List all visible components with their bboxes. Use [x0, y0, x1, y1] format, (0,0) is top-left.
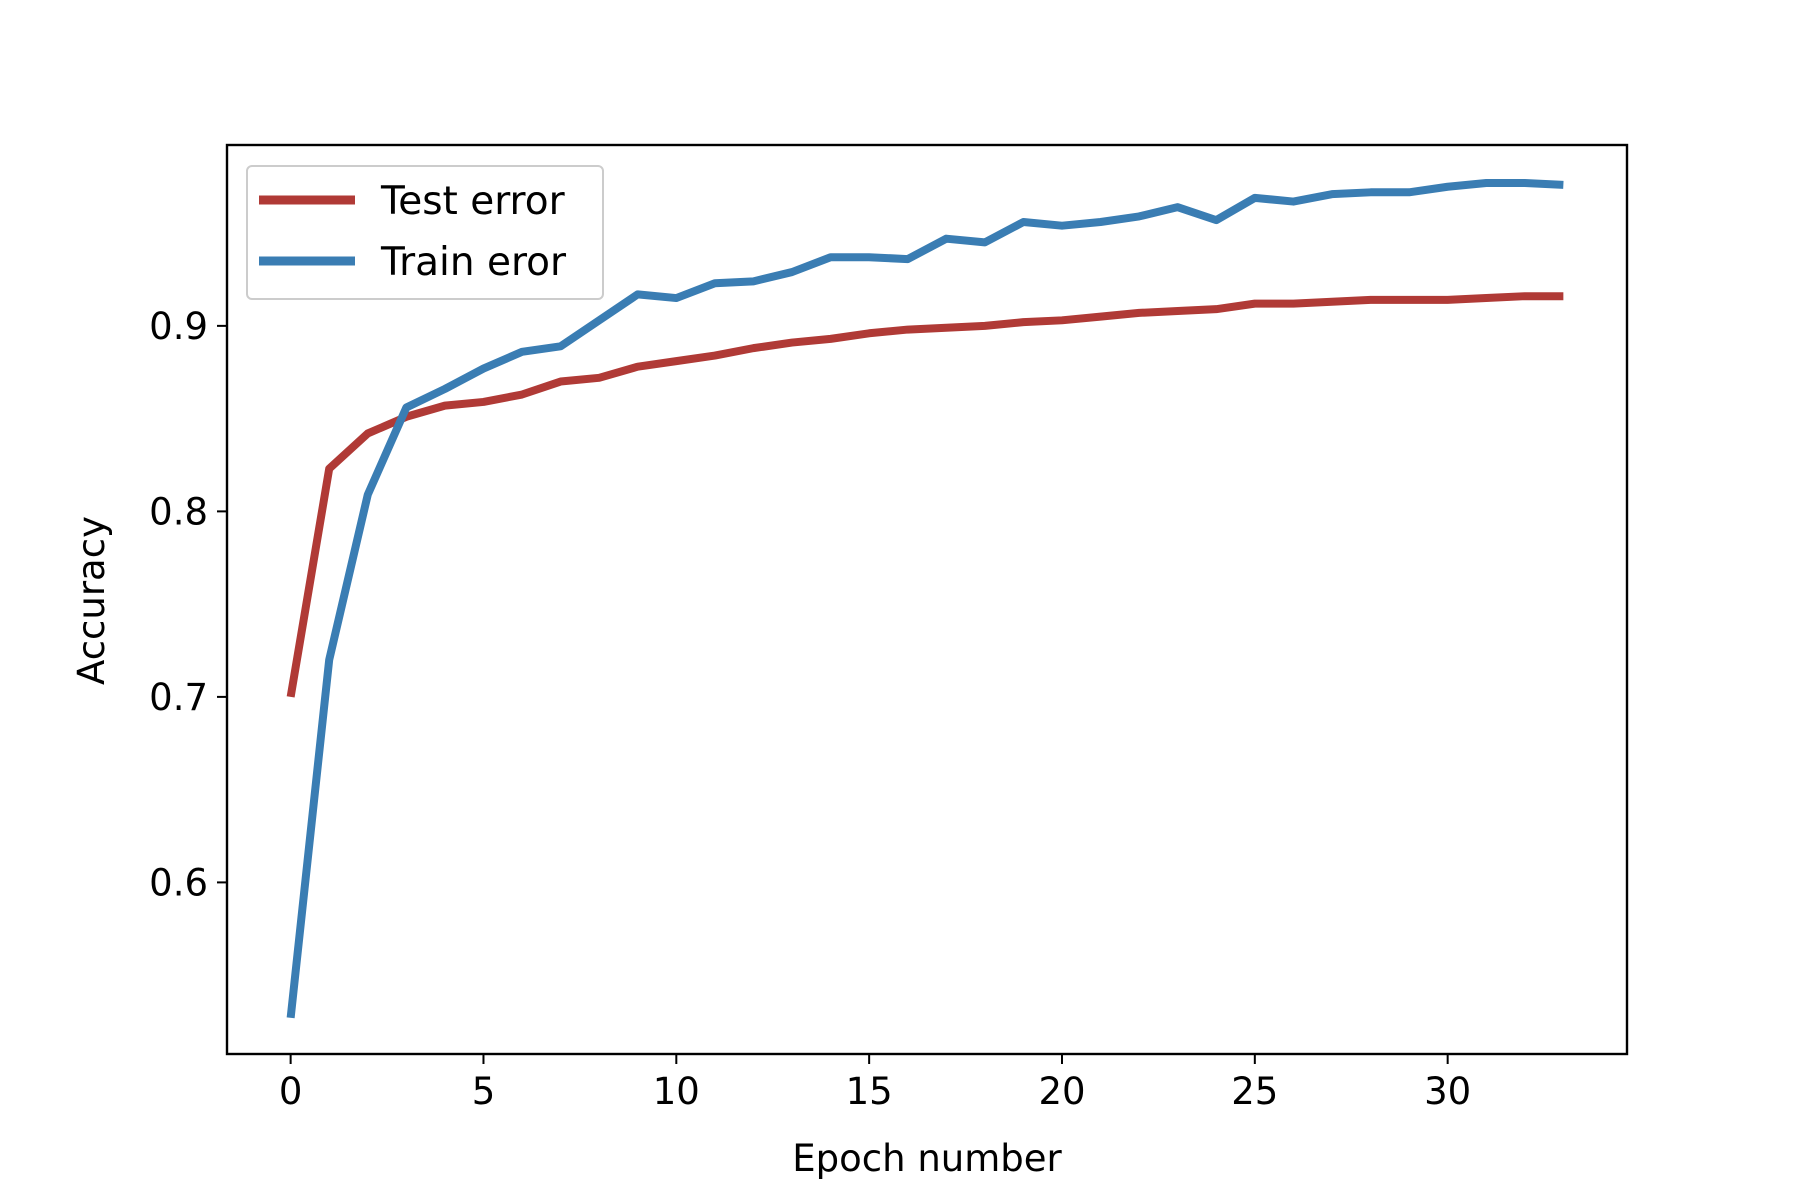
y-axis-label: Accuracy [70, 516, 113, 685]
x-axis: 0 5 10 15 20 25 30 [279, 1054, 1471, 1113]
y-axis: 0.6 0.7 0.8 0.9 [149, 305, 227, 904]
x-axis-label: Epoch number [792, 1137, 1062, 1180]
x-tick-label: 20 [1038, 1070, 1085, 1113]
x-tick-label: 0 [279, 1070, 303, 1113]
plot-frame [225, 143, 1629, 1056]
series-line-1 [286, 292, 1564, 698]
x-tick-label: 10 [653, 1070, 700, 1113]
legend-label-1: Test error [380, 179, 566, 224]
series-line-2 [286, 179, 1564, 1019]
x-tick-label: 5 [472, 1070, 496, 1113]
y-tick-label: 0.6 [149, 861, 208, 904]
x-tick-label: 25 [1231, 1070, 1278, 1113]
legend: Test error Train eror [246, 165, 604, 300]
x-tick-label: 15 [846, 1070, 893, 1113]
x-tick-label: 30 [1424, 1070, 1471, 1113]
series-layer [286, 179, 1564, 1019]
y-tick-label: 0.7 [149, 676, 208, 719]
legend-label-2: Train eror [380, 240, 567, 285]
y-tick-label: 0.9 [149, 305, 208, 348]
y-tick-label: 0.8 [149, 490, 208, 533]
